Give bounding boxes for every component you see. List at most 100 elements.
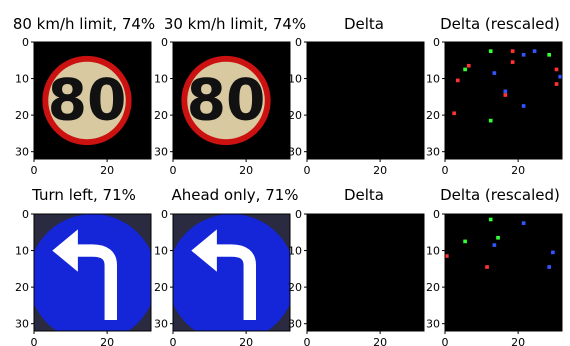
y-tick-label: 10 (288, 245, 302, 258)
axes-frame (172, 41, 291, 160)
delta-pixel (463, 239, 467, 244)
y-tick-label: 0 (295, 36, 302, 49)
x-tick-label: 0 (442, 336, 449, 346)
delta-pixel (551, 250, 555, 255)
delta-pixel (510, 60, 515, 64)
image-content (173, 214, 290, 331)
y-tick-label: 20 (426, 109, 440, 122)
y-tick-label: 20 (426, 281, 440, 294)
y-tick-label: 20 (154, 281, 168, 294)
delta-pixel (492, 71, 497, 75)
panel-title: Delta (344, 186, 384, 204)
panel-title: 80 km/h limit, 74% (13, 15, 155, 33)
y-tick-label: 30 (154, 146, 168, 159)
y-tick-label: 30 (288, 318, 302, 331)
sign-disc (173, 214, 290, 331)
y-tick-label: 20 (15, 109, 29, 122)
x-tick-label: 0 (31, 164, 38, 177)
axes-frame (306, 213, 425, 332)
delta-pixel (463, 67, 467, 72)
y-tick-label: 10 (154, 245, 168, 258)
y-tick-label: 10 (288, 73, 302, 86)
x-tick-label: 20 (373, 164, 387, 177)
delta-pixel (488, 217, 493, 222)
panel-title: Ahead only, 71% (171, 186, 298, 204)
x-tick-label: 20 (511, 164, 525, 177)
y-tick-label: 0 (22, 208, 29, 221)
x-tick-label: 20 (373, 336, 387, 346)
y-tick-label: 0 (433, 36, 440, 49)
panel-title: Delta (rescaled) (440, 186, 560, 204)
delta-pixel (521, 221, 526, 225)
axes-frame (444, 41, 563, 160)
x-tick-label: 20 (239, 164, 253, 177)
y-tick-label: 20 (15, 281, 29, 294)
delta-pixel (503, 89, 508, 94)
delta-pixel (455, 78, 460, 83)
image-content (445, 217, 555, 269)
x-tick-label: 20 (511, 336, 525, 346)
y-tick-label: 10 (15, 245, 29, 258)
y-tick-label: 30 (154, 318, 168, 331)
delta-pixel (510, 49, 515, 53)
image-background (307, 214, 424, 331)
axes-frame (33, 213, 152, 332)
delta-pixel (547, 265, 552, 269)
panel-title: Delta (rescaled) (440, 15, 560, 33)
sign-disc (34, 214, 151, 331)
x-tick-label: 20 (239, 336, 253, 346)
delta-pixel (521, 104, 526, 108)
axes-frame (306, 41, 425, 160)
y-tick-label: 10 (154, 73, 168, 86)
delta-pixel (496, 235, 500, 240)
sign-digits: 80 (48, 68, 127, 134)
axes-frame (33, 41, 152, 160)
arrow-shaft (74, 244, 117, 321)
delta-pixel (554, 82, 559, 86)
axes-frame (444, 213, 563, 332)
y-tick-label: 30 (426, 146, 440, 159)
y-tick-label: 10 (426, 245, 440, 258)
image-background (445, 214, 562, 331)
delta-pixel (503, 93, 508, 97)
delta-pixel (485, 265, 489, 269)
axes-frame (172, 213, 291, 332)
y-tick-label: 30 (426, 318, 440, 331)
x-tick-label: 0 (170, 336, 177, 346)
image-background (307, 42, 424, 159)
delta-pixel (558, 74, 562, 79)
y-tick-label: 30 (15, 146, 29, 159)
y-tick-label: 0 (433, 208, 440, 221)
y-tick-label: 30 (15, 318, 29, 331)
delta-pixel (452, 111, 456, 116)
delta-pixel (554, 67, 559, 72)
delta-pixel (547, 52, 552, 57)
image-background (445, 42, 562, 159)
y-tick-label: 0 (161, 208, 168, 221)
image-content: 80 (181, 55, 271, 146)
y-tick-label: 0 (161, 36, 168, 49)
x-tick-label: 0 (442, 164, 449, 177)
image-content (34, 214, 151, 331)
y-tick-label: 20 (288, 109, 302, 122)
y-tick-label: 10 (15, 73, 29, 86)
delta-pixel (492, 243, 497, 247)
y-tick-label: 10 (426, 73, 440, 86)
y-tick-label: 20 (288, 281, 302, 294)
y-tick-label: 20 (154, 109, 168, 122)
image-content (452, 49, 562, 123)
x-tick-label: 0 (31, 336, 38, 346)
panel-title: Delta (344, 15, 384, 33)
arrow-head (52, 229, 78, 272)
delta-pixel (488, 118, 493, 123)
delta-pixel (521, 52, 526, 57)
x-tick-label: 0 (304, 164, 311, 177)
